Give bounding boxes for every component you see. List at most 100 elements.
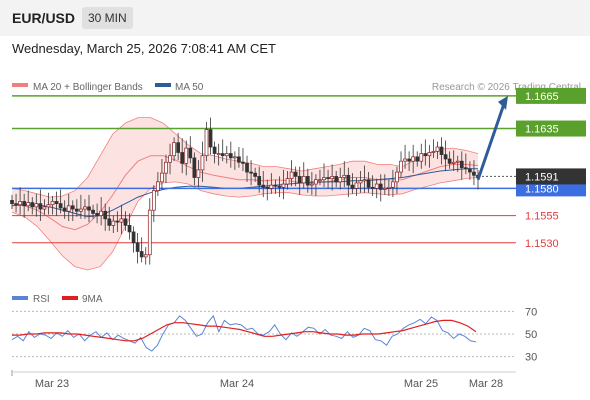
candle-body: [451, 161, 456, 164]
candle-body: [83, 206, 87, 210]
candle-body: [228, 153, 233, 159]
top-bar: EUR/USD 30 MIN: [0, 0, 590, 36]
candle-body: [427, 152, 432, 157]
candle-body: [281, 183, 286, 188]
level-label-1.1665: 1.1665: [525, 91, 559, 103]
candle-body: [99, 210, 103, 216]
candle-body: [224, 153, 229, 157]
candle-body: [151, 190, 156, 211]
bollinger-band-area: [12, 117, 478, 270]
candle-body: [463, 167, 468, 170]
symbol-label: EUR/USD: [12, 10, 76, 26]
x-tick-label: Mar 25: [404, 378, 438, 390]
candle-body: [382, 188, 387, 190]
candle-body: [334, 176, 339, 183]
candle-body: [472, 171, 476, 176]
candle-body: [147, 209, 152, 256]
candle-body: [411, 156, 416, 162]
candle-body: [330, 176, 334, 179]
candle-body: [87, 206, 91, 211]
candle-body: [265, 186, 270, 189]
candle-body: [208, 129, 213, 148]
rsi-ma-line: [12, 319, 477, 342]
candle-body: [447, 158, 452, 164]
candle-body: [293, 171, 298, 177]
candle-body: [241, 161, 245, 164]
candle-body: [366, 179, 371, 188]
candle-body: [204, 129, 209, 157]
candle-body: [119, 218, 124, 223]
bollinger-lower-line: [11, 177, 479, 271]
candle-body: [139, 251, 144, 258]
candle-body: [160, 172, 164, 183]
candle-body: [50, 201, 55, 206]
candle-body: [245, 163, 249, 173]
candle-body: [370, 186, 375, 189]
candle-body: [415, 156, 420, 162]
candle-body: [107, 218, 112, 226]
level-badge-1.1665: [516, 87, 586, 104]
candle-body: [277, 185, 282, 188]
candle-body: [354, 182, 359, 189]
candle-body: [180, 152, 185, 164]
level-badge-1.1635: [516, 120, 586, 137]
candle-body: [212, 146, 217, 154]
candle-body: [297, 176, 302, 184]
candle-body: [233, 156, 237, 159]
current-price-label: 1.1591: [525, 171, 559, 183]
candle-body: [135, 242, 140, 252]
candle-body: [350, 184, 355, 189]
candle-body: [192, 157, 197, 178]
rsi-legend-label: RSI: [33, 294, 50, 305]
credit-label: Research © 2026 Trading Central: [432, 82, 581, 93]
candle-body: [358, 180, 363, 184]
candle-body: [91, 209, 95, 214]
candle-body: [66, 205, 71, 212]
candle-body: [188, 147, 193, 159]
candle-body: [115, 220, 120, 223]
candle-body: [257, 176, 262, 186]
candle-body: [123, 218, 128, 226]
candle-body: [176, 142, 180, 153]
ma20-line: [11, 155, 479, 231]
candle-body: [374, 183, 379, 189]
x-tick-label: Mar 24: [220, 378, 254, 390]
candle-body: [196, 169, 201, 178]
candle-body: [34, 203, 39, 208]
candle-body: [26, 202, 31, 207]
level-label-1.1635: 1.1635: [525, 124, 559, 136]
candle-body: [62, 207, 67, 212]
candle-body: [289, 171, 294, 179]
candle-body: [407, 158, 411, 162]
candle-body: [395, 171, 399, 183]
candle-body: [346, 174, 351, 186]
candle-body: [362, 179, 367, 182]
candle-body: [30, 202, 35, 208]
rsi-tick-50: 50: [525, 329, 537, 341]
chart-datetime: Wednesday, March 25, 2026 7:08:41 AM CET: [12, 41, 276, 56]
candle-body: [249, 171, 253, 174]
rsi-tick-30: 30: [525, 352, 537, 364]
rsi-ma-legend-swatch: [62, 296, 78, 300]
candle-body: [220, 153, 225, 157]
rsi-ma-legend-label: 9MA: [82, 294, 103, 305]
candle-body: [342, 174, 347, 178]
projection-arrow-head: [498, 95, 508, 110]
candle-body: [42, 206, 47, 210]
candle-body: [156, 181, 160, 191]
candle-body: [399, 160, 403, 173]
level-label-1.1530: 1.1530: [525, 238, 559, 250]
ma50-legend-swatch: [155, 83, 171, 87]
candle-body: [326, 177, 330, 179]
candle-body: [103, 210, 108, 220]
candle-body: [22, 201, 27, 207]
candle-body: [269, 184, 274, 189]
x-tick-label: Mar 28: [469, 378, 503, 390]
rsi-legend-swatch: [12, 296, 28, 300]
bollinger-legend-swatch: [12, 83, 28, 87]
candle-body: [79, 208, 83, 212]
timeframe-button[interactable]: 30 MIN: [82, 7, 133, 29]
candle-body: [322, 177, 326, 181]
candle-body: [74, 208, 79, 212]
